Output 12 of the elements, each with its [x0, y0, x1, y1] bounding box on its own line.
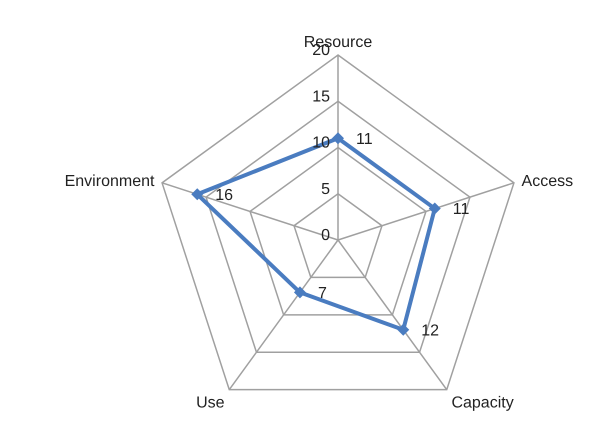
data-label: 7: [318, 285, 327, 302]
spoke-label: Environment: [64, 173, 155, 190]
data-label: 11: [356, 130, 373, 148]
y-tick-label: 5: [321, 180, 330, 198]
spoke-label: Capacity: [451, 394, 514, 412]
spoke-label: Use: [196, 394, 225, 412]
data-label: 11: [452, 201, 470, 218]
spoke-label: Access: [522, 173, 574, 190]
data-label: 16: [215, 186, 234, 204]
data-label: 12: [421, 322, 440, 340]
y-tick-label: 15: [312, 88, 330, 106]
y-tick-label: 0: [321, 227, 330, 244]
